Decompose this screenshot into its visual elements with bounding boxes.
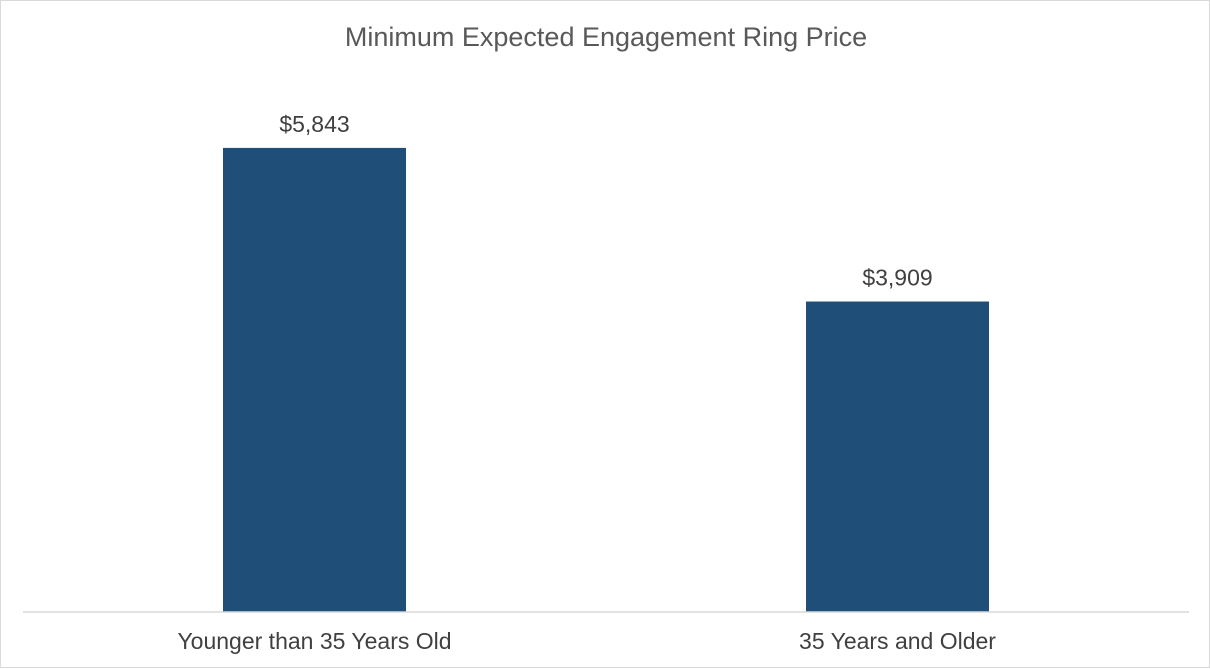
data-labels-group: $5,843 $3,909 (279, 111, 932, 291)
data-label-0: $5,843 (279, 111, 349, 137)
category-label-1: 35 Years and Older (799, 628, 996, 654)
category-labels-group: Younger than 35 Years Old 35 Years and Ol… (177, 628, 996, 654)
category-label-0: Younger than 35 Years Old (177, 628, 451, 654)
data-label-1: $3,909 (862, 265, 932, 291)
bars-group (223, 147, 989, 612)
bar-0 (223, 147, 406, 612)
chart-title: Minimum Expected Engagement Ring Price (345, 22, 867, 52)
bar-1 (806, 301, 989, 612)
